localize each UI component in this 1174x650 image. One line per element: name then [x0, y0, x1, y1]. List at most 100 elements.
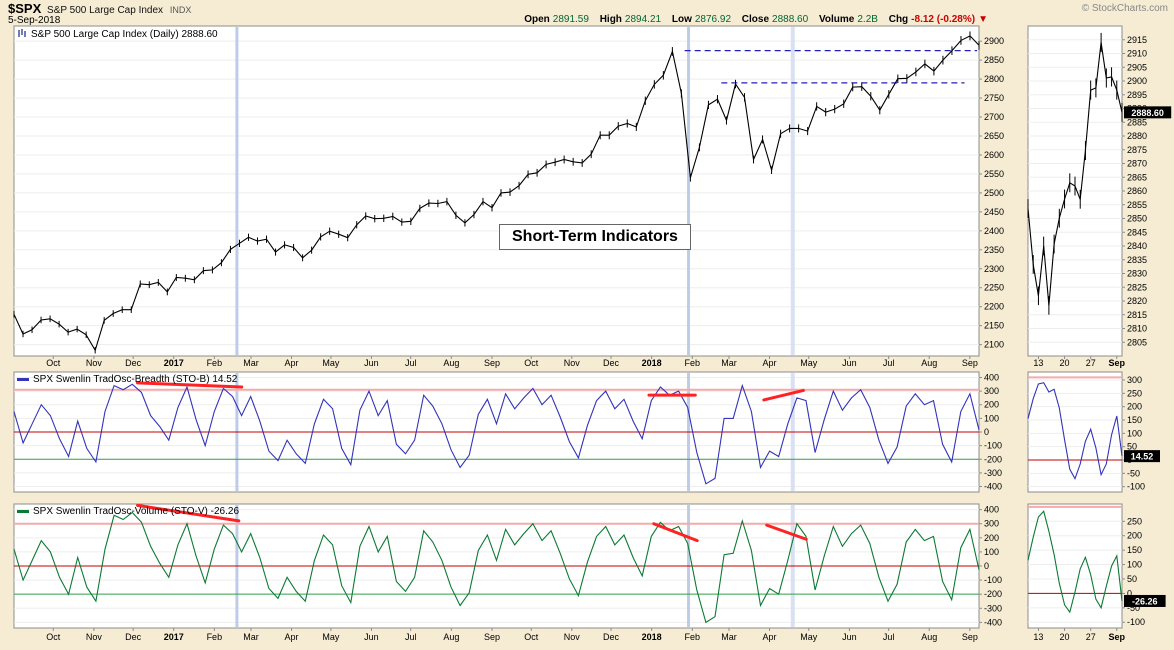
low-value: 2876.92: [694, 14, 732, 25]
y-axis-tick-label: 100: [984, 413, 999, 423]
exchange-label: INDX: [169, 5, 192, 15]
mini-sto-v-panel: 250 200 150 100 50 0 -50 -100 13 20 27 Sep -26.26: [1027, 503, 1166, 642]
y-axis-tick-label: 2450: [984, 207, 1004, 217]
y-axis-tick-label: 200: [984, 533, 999, 543]
y-axis-tick-label: 2880: [1127, 131, 1147, 141]
x-axis-tick-label: Nov: [564, 632, 581, 642]
x-axis-tick-label: Jun: [364, 358, 379, 368]
x-axis-tick-label: 2017: [164, 632, 184, 642]
y-axis-tick-label: 2825: [1127, 282, 1147, 292]
x-axis-tick-label: 27: [1086, 358, 1096, 368]
close-value: 2888.60: [772, 14, 809, 25]
x-axis-tick-label: Jul: [405, 632, 417, 642]
price-tag-label: -26.26: [1132, 596, 1158, 606]
price-tag-label: 14.52: [1131, 452, 1154, 462]
y-axis-tick-label: -100: [984, 575, 1002, 585]
chg-label: Chg: [888, 14, 909, 25]
y-axis-tick-label: 2855: [1127, 200, 1147, 210]
x-axis-tick-label: Jun: [842, 632, 857, 642]
x-axis-tick-label: Apr: [762, 358, 776, 368]
y-axis-tick-label: -300: [984, 468, 1002, 478]
x-axis-tick-label: Aug: [921, 358, 937, 368]
x-axis-tick-label: 13: [1033, 358, 1043, 368]
red-trendline-annotation: [136, 503, 241, 523]
y-axis-tick-label: -400: [984, 617, 1002, 627]
chart-date: 5-Sep-2018: [8, 15, 61, 26]
x-axis-tick-label: Dec: [603, 358, 620, 368]
main-chart-title: S&P 500 Large Cap Index (Daily) 2888.60: [17, 28, 218, 41]
y-axis-tick-label: -300: [984, 603, 1002, 613]
sto-v-panel-title: SPX Swenlin TradOsc-Volume (STO-V) -26.2…: [17, 506, 239, 517]
y-axis-tick-label: 2850: [1127, 214, 1147, 224]
x-axis-tick-label: Aug: [443, 358, 459, 368]
y-axis-tick-label: 2750: [984, 93, 1004, 103]
x-axis-tick-label: Jun: [364, 632, 379, 642]
y-axis-tick-label: 2865: [1127, 172, 1147, 182]
price-tag-label: 2888.60: [1131, 108, 1164, 118]
sto-b-panel-title: SPX Swenlin TradOsc-Breadth (STO-B) 14.5…: [17, 374, 237, 385]
open-value: 2891.59: [552, 14, 589, 25]
x-axis-tick-label: May: [322, 358, 340, 368]
sto-b-legend-icon: [17, 378, 29, 381]
y-axis-tick-label: 2875: [1127, 145, 1147, 155]
y-axis-tick-label: -100: [1127, 617, 1145, 627]
y-axis-tick-label: 2845: [1127, 227, 1147, 237]
y-axis-tick-label: 2300: [984, 264, 1004, 274]
index-name: S&P 500 Large Cap Index: [47, 5, 164, 16]
y-axis-tick-label: 300: [984, 519, 999, 529]
x-axis-tick-label: May: [322, 632, 340, 642]
open-label: Open: [524, 14, 550, 25]
high-value: 2894.21: [624, 14, 662, 25]
y-axis-tick-label: 2860: [1127, 186, 1147, 196]
y-axis-tick-label: -100: [984, 441, 1002, 451]
y-axis-tick-label: 2840: [1127, 241, 1147, 251]
sto-v-panel: 400 300 200 100 0 -100 -200 -300 -400 Oct Nov Dec 20…: [13, 503, 1002, 642]
main-price-panel: 2900 2850 2800 2750 2700 2650 2600 2550 2500 2450…: [13, 25, 1004, 368]
x-axis-tick-label: Feb: [207, 632, 223, 642]
y-axis-tick-label: -100: [1127, 482, 1145, 492]
y-axis-tick-label: 100: [1127, 428, 1142, 438]
x-axis-tick-label: May: [800, 358, 818, 368]
close-label: Close: [741, 14, 770, 25]
y-axis-tick-label: 2600: [984, 150, 1004, 160]
x-axis-tick-label: Feb: [685, 632, 701, 642]
y-axis-tick-label: 2905: [1127, 62, 1147, 72]
red-trendline-annotation: [136, 381, 244, 389]
x-axis-tick-label: Jul: [883, 358, 895, 368]
y-axis-tick-label: 2250: [984, 283, 1004, 293]
y-axis-tick-label: 2700: [984, 112, 1004, 122]
x-axis-tick-label: 13: [1033, 632, 1043, 642]
y-axis-tick-label: -400: [984, 482, 1002, 492]
x-axis-tick-label: Aug: [921, 632, 937, 642]
spx-price-series: [13, 35, 980, 352]
y-axis-tick-label: 2835: [1127, 255, 1147, 265]
high-label: High: [599, 14, 622, 25]
red-trendline-annotation: [652, 522, 699, 543]
y-axis-tick-label: 2900: [1127, 76, 1147, 86]
x-axis-tick-label: Dec: [125, 632, 142, 642]
y-axis-tick-label: 2885: [1127, 117, 1147, 127]
y-axis-tick-label: -50: [1127, 603, 1140, 613]
x-axis-tick-label: 2018: [642, 358, 662, 368]
short-term-indicators-callout: Short-Term Indicators: [499, 224, 691, 250]
chg-value: -8.12 (-0.28%): [911, 14, 976, 25]
x-axis-tick-label: Nov: [564, 358, 581, 368]
mini-price-panel: 2915291029052900289528902885288028752870…: [1027, 25, 1172, 368]
x-axis-tick-label: Dec: [125, 358, 142, 368]
x-axis-tick-label: 20: [1060, 632, 1070, 642]
chg-direction-icon: ▼: [978, 14, 988, 25]
x-axis-tick-label: Mar: [243, 358, 259, 368]
y-axis-tick-label: 2200: [984, 302, 1004, 312]
y-axis-tick-label: -200: [984, 454, 1002, 464]
x-axis-tick-label: Feb: [207, 358, 223, 368]
y-axis-tick-label: 100: [984, 547, 999, 557]
x-axis-tick-label: Nov: [86, 632, 103, 642]
x-axis-tick-label: Jul: [883, 632, 895, 642]
y-axis-tick-label: 0: [1127, 588, 1132, 598]
x-axis-tick-label: Aug: [443, 632, 459, 642]
ticker-symbol: $SPX: [8, 1, 42, 16]
y-axis-tick-label: 2915: [1127, 35, 1147, 45]
x-axis-tick-label: 27: [1086, 632, 1096, 642]
sto-v-legend-icon: [17, 510, 29, 513]
